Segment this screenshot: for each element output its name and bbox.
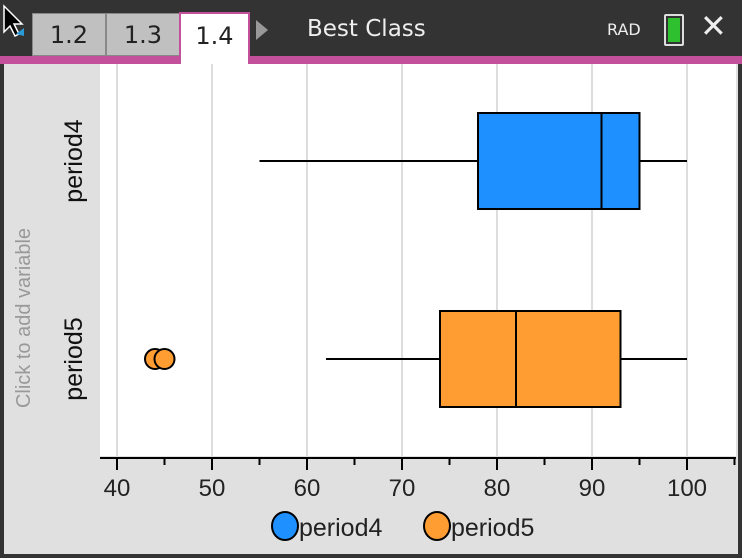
legend: period4 period5: [271, 511, 534, 542]
x-tick-label: 80: [484, 475, 511, 502]
plot-area[interactable]: [100, 64, 736, 456]
x-tick-label: 50: [199, 475, 226, 502]
box-plot[interactable]: 40 50 60 70 80 90 100 Click to add variable pe…: [4, 64, 738, 554]
tab-1-2[interactable]: 1.2: [32, 13, 106, 56]
close-icon[interactable]: ✕: [700, 7, 727, 45]
title-bar: 1.2 1.3 Best Class RAD ✕: [0, 0, 742, 56]
x-tick-label: 100: [667, 475, 707, 502]
tab-1-4[interactable]: 1.4: [179, 12, 250, 64]
mouse-pointer-icon: [3, 4, 24, 38]
angle-mode: RAD: [607, 20, 641, 39]
add-variable-label[interactable]: Click to add variable: [13, 228, 35, 408]
tab-scroll-right-icon[interactable]: [256, 20, 268, 40]
x-tick-label: 60: [294, 475, 321, 502]
period4-box[interactable]: [477, 112, 641, 210]
x-tick-label: 70: [389, 475, 416, 502]
document-title: Best Class: [307, 16, 426, 42]
legend-label-period4: period4: [299, 514, 382, 542]
battery-icon: [664, 14, 684, 46]
period5-outlier[interactable]: [153, 348, 176, 370]
tab-1-3[interactable]: 1.3: [106, 13, 180, 56]
x-tick-label: 40: [104, 475, 131, 502]
data-stats-page: 40 50 60 70 80 90 100 Click to add variable pe…: [4, 64, 738, 554]
y-label-period4[interactable]: period4: [60, 119, 88, 202]
tab-underline: [0, 56, 742, 64]
legend-swatch-period4: [271, 511, 299, 541]
x-tick-label: 90: [579, 475, 606, 502]
legend-label-period5: period5: [451, 514, 534, 542]
legend-swatch-period5: [423, 511, 451, 541]
y-label-period5[interactable]: period5: [60, 317, 88, 400]
period5-box[interactable]: [439, 310, 622, 408]
